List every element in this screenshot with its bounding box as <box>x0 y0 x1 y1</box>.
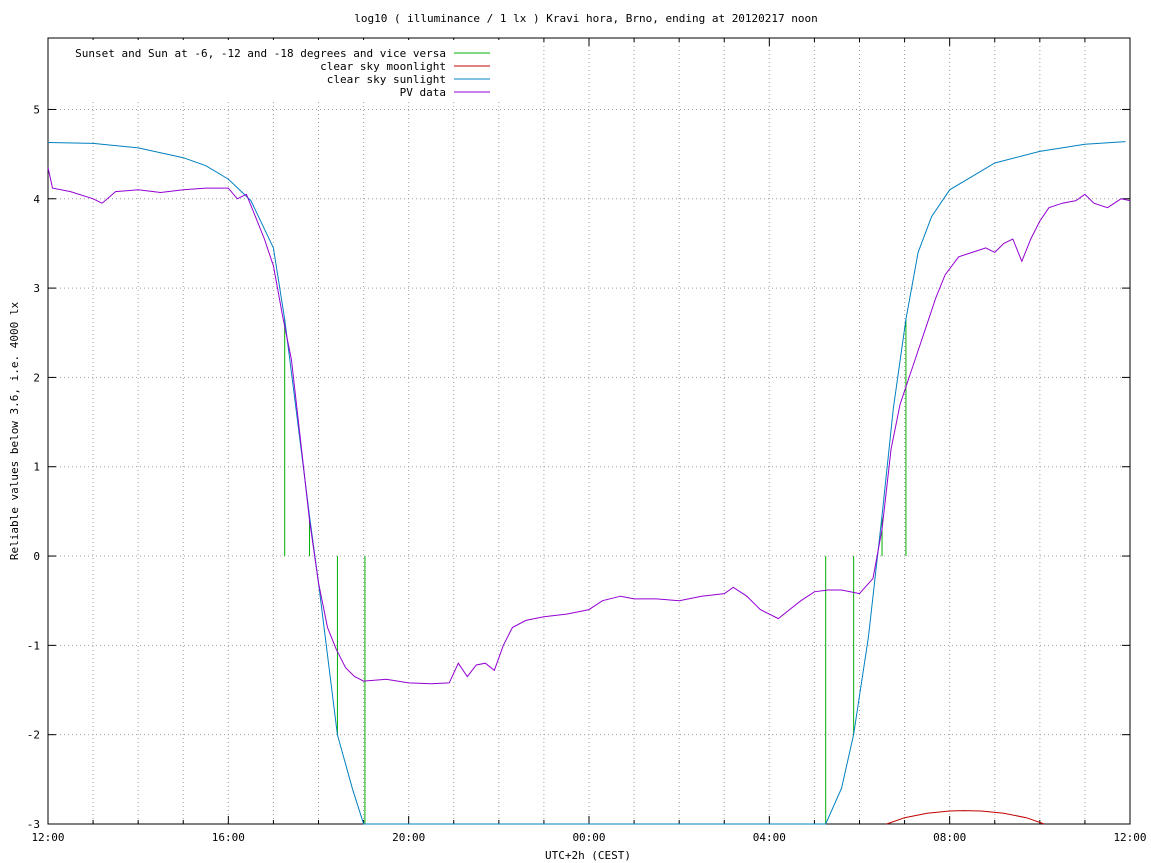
series-line <box>47 167 1131 685</box>
x-axis-label: UTC+2h (CEST) <box>545 849 631 862</box>
x-tick-label: 08:00 <box>933 831 966 844</box>
legend: Sunset and Sun at -6, -12 and -18 degree… <box>50 40 500 102</box>
y-tick-label: 0 <box>33 550 40 563</box>
chart-title: log10 ( illuminance / 1 lx ) Kravi hora,… <box>354 12 818 25</box>
y-tick-label: 5 <box>33 103 40 116</box>
x-tick-label: 12:00 <box>1113 831 1146 844</box>
y-tick-label: 1 <box>33 461 40 474</box>
y-axis-label: Reliable values below 3.6, i.e. 4000 lx <box>8 301 21 560</box>
legend-background <box>50 40 500 102</box>
y-tick-label: 3 <box>33 282 40 295</box>
grid <box>48 38 1130 824</box>
legend-label: Sunset and Sun at -6, -12 and -18 degree… <box>75 47 446 60</box>
legend-label: PV data <box>400 86 446 99</box>
series-line <box>47 141 1126 825</box>
y-tick-label: 4 <box>33 193 40 206</box>
series-layer <box>47 141 1131 825</box>
series-line <box>886 810 1045 825</box>
series-2 <box>47 141 1126 825</box>
x-tick-label: 04:00 <box>753 831 786 844</box>
y-tick-label: -2 <box>27 729 40 742</box>
series-1 <box>886 810 1045 825</box>
legend-label: clear sky sunlight <box>327 73 446 86</box>
y-tick-label: 2 <box>33 371 40 384</box>
series-0 <box>284 319 907 824</box>
y-tick-label: -3 <box>27 818 40 831</box>
x-tick-label: 16:00 <box>212 831 245 844</box>
x-tick-label: 20:00 <box>392 831 425 844</box>
legend-label: clear sky moonlight <box>320 60 446 73</box>
y-tick-label: -1 <box>27 639 40 652</box>
series-3 <box>47 167 1131 685</box>
x-tick-label: 00:00 <box>572 831 605 844</box>
axis-ticks: 12:00 16:00 20:00 00:00 04:00 08:00 12:00 5 4 3 2 1… <box>27 38 1147 844</box>
x-tick-label: 12:00 <box>31 831 64 844</box>
